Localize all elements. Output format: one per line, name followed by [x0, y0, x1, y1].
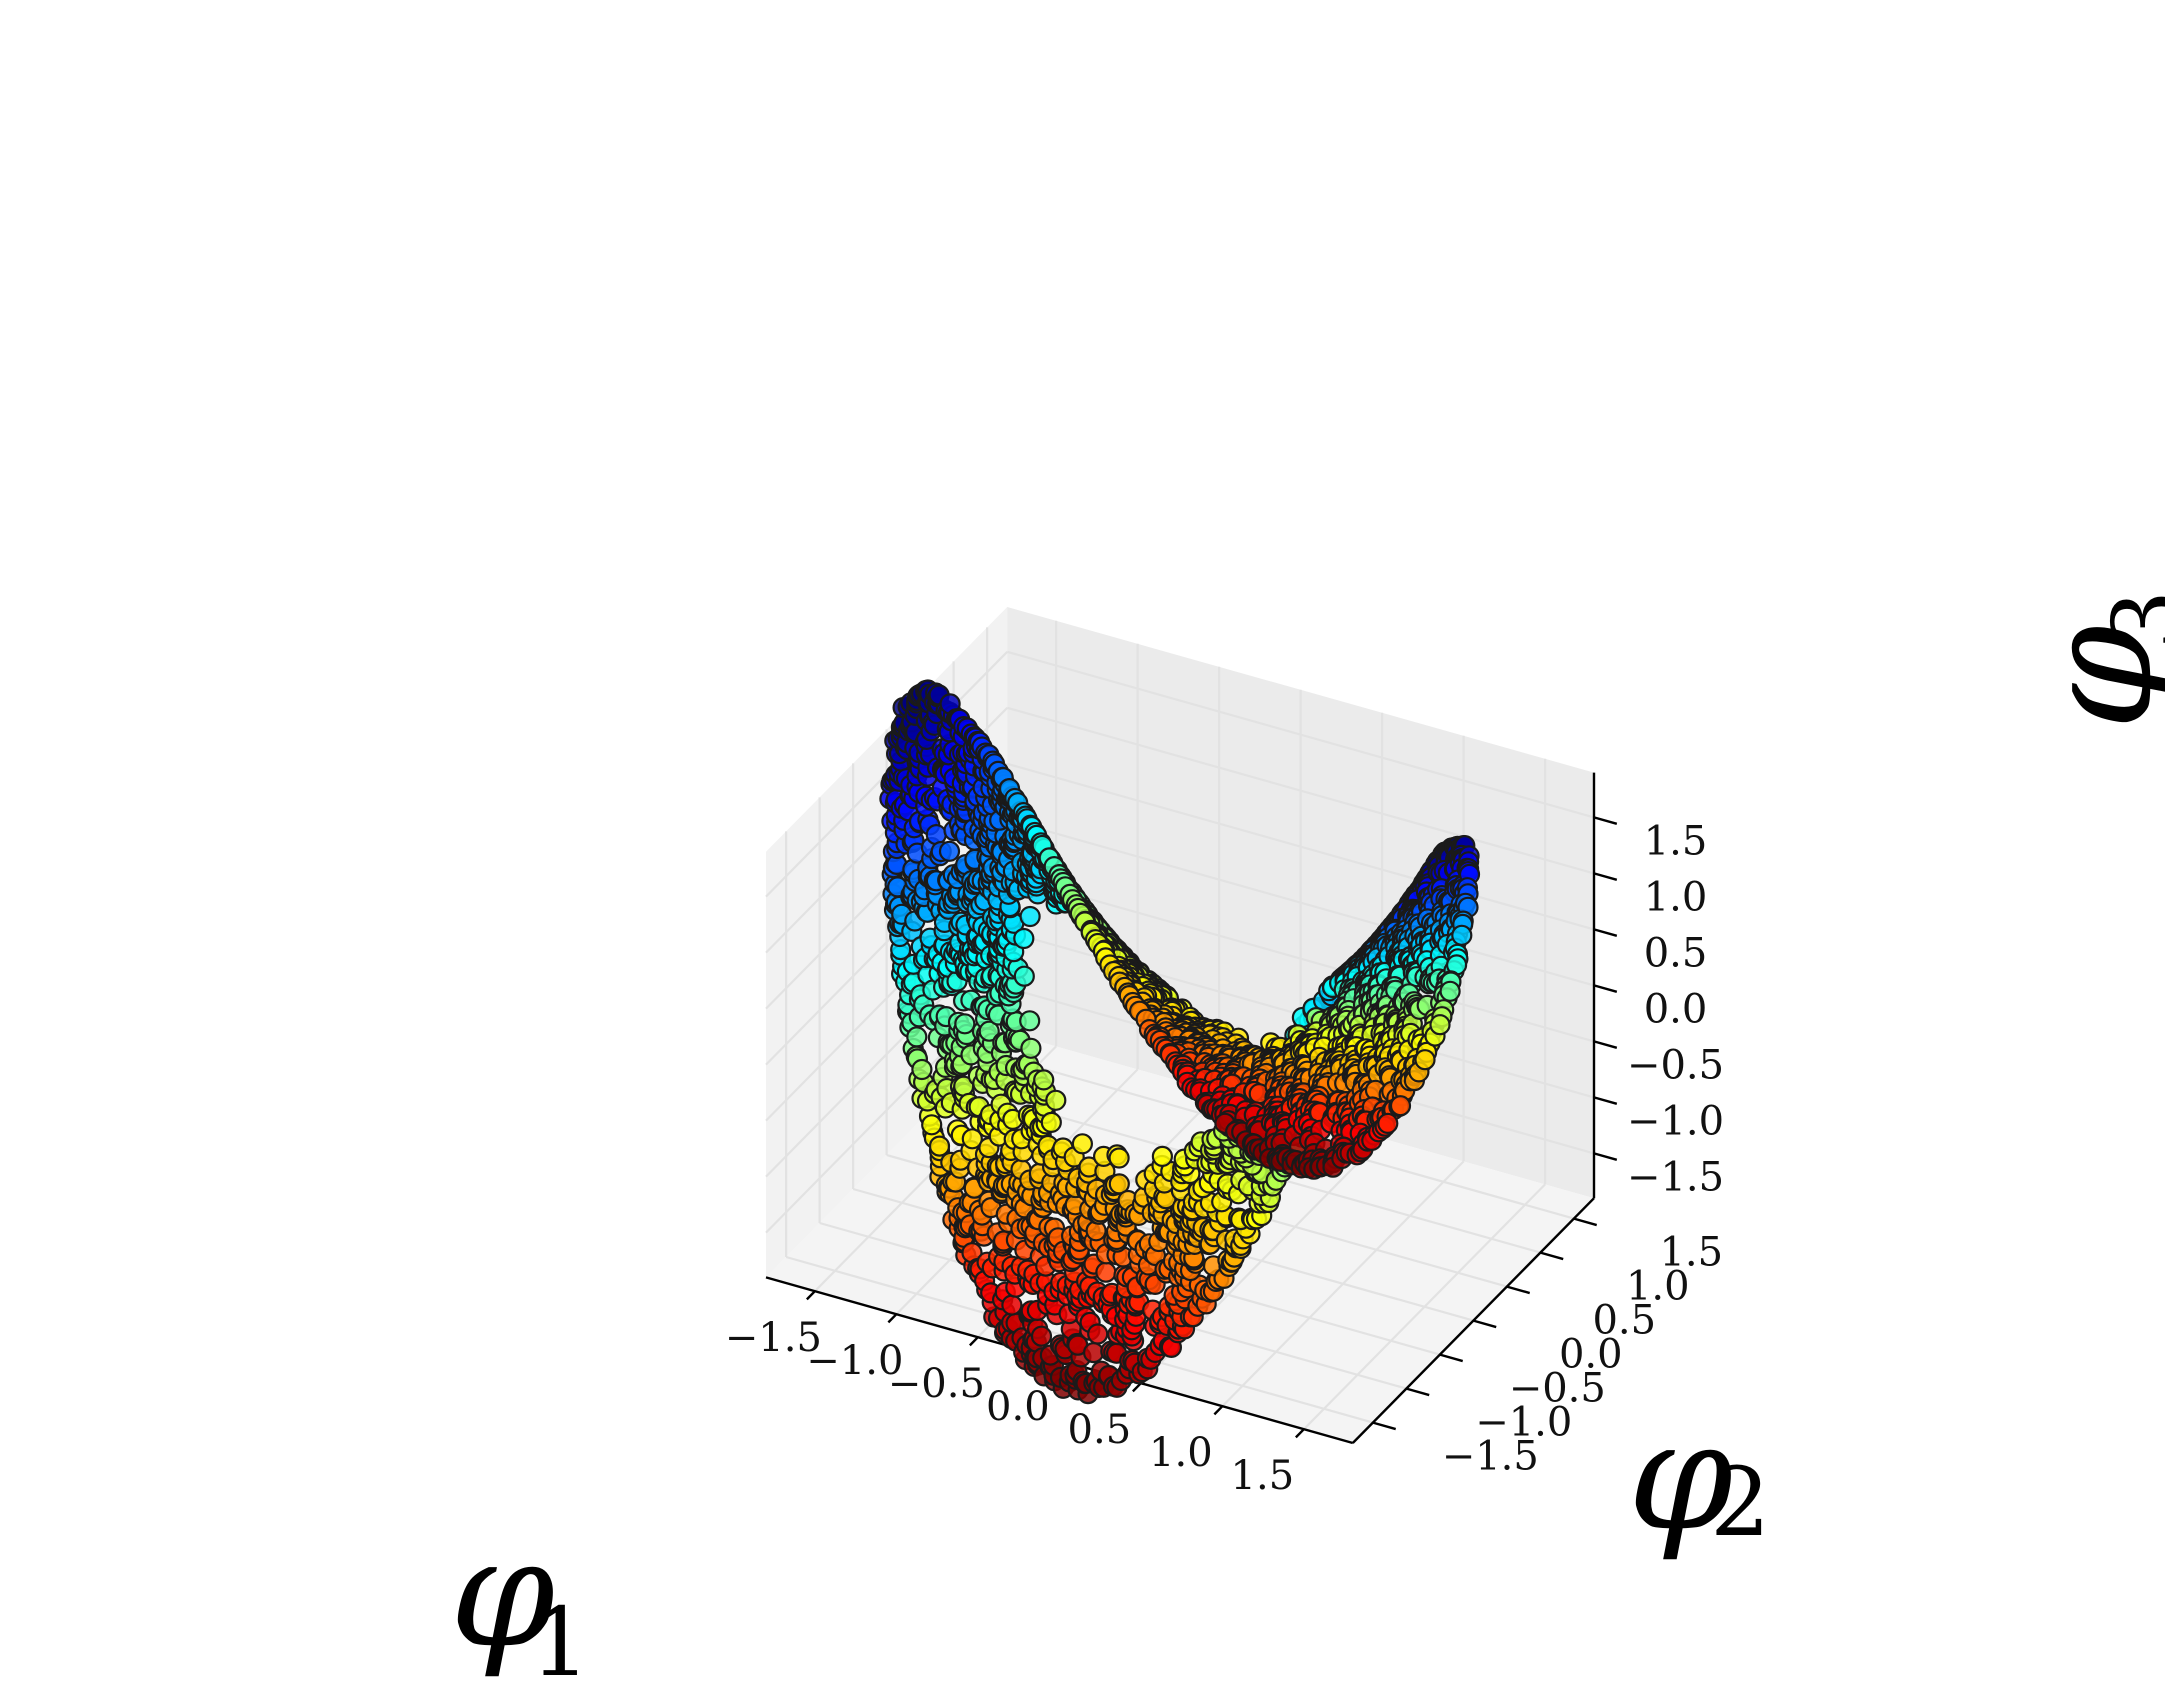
scatter-point [1082, 1341, 1105, 1364]
x-tick-label: 0.5 [1068, 1407, 1132, 1453]
grid-back-y-z [1006, 706, 1595, 875]
z-tick-label: 0.0 [1644, 986, 1708, 1032]
y-tick [1439, 1353, 1464, 1363]
y-tick-label: 0.0 [1559, 1332, 1623, 1378]
z-tick [1593, 816, 1618, 825]
scatter-points [879, 679, 1481, 1405]
scatter-point [954, 1013, 976, 1035]
scatter-point [978, 1020, 1000, 1042]
x-tick-label: 0.0 [986, 1384, 1050, 1430]
y-tick-label: 1.5 [1659, 1230, 1723, 1276]
z-tick [1593, 984, 1618, 993]
z-tick [1593, 1040, 1618, 1049]
x-tick [1213, 1405, 1224, 1416]
scatter-point [1389, 1095, 1412, 1117]
y-axis-label: φ [1628, 1390, 1733, 1564]
scatter-point [1439, 980, 1461, 1002]
y-tick-label: 1.0 [1626, 1264, 1690, 1310]
grid-back-y-z [1006, 762, 1595, 931]
grid-back-y-z [1006, 650, 1595, 819]
z-axis-label: φ [2012, 625, 2165, 730]
y-tick [1473, 1319, 1497, 1329]
x-tick [1295, 1428, 1305, 1439]
z-tick-label: −1.5 [1627, 1154, 1724, 1200]
x-axis-label-subscript: 1 [530, 1588, 590, 1684]
scatter-point [1030, 1325, 1053, 1347]
y-tick-label: −0.5 [1509, 1366, 1606, 1412]
y-tick-label: −1.5 [1442, 1434, 1539, 1480]
scatter-point [1040, 1111, 1062, 1134]
scatter-point [1429, 1014, 1451, 1036]
z-tick-label: 0.5 [1644, 930, 1708, 976]
scatter-point [1451, 924, 1473, 946]
x-tick-label: 1.5 [1231, 1453, 1295, 1499]
scatter-point [1013, 927, 1035, 950]
y-tick [1573, 1217, 1598, 1227]
z-tick-label: −0.5 [1627, 1042, 1724, 1088]
x-axis-label: φ [450, 1507, 555, 1681]
scatter-point [1071, 1133, 1094, 1155]
z-axis-label-subscript: 3 [2093, 590, 2165, 650]
scatter-point [1108, 1173, 1130, 1195]
z-tick [1593, 928, 1618, 937]
scatter-point [1108, 1147, 1130, 1169]
scatter-point [1019, 1010, 1041, 1032]
z-tick [1593, 1096, 1618, 1105]
x-tick-label: 1.0 [1149, 1430, 1213, 1476]
scatter-point [1151, 1145, 1174, 1168]
z-tick-label: −1.0 [1627, 1098, 1724, 1144]
scatter-point [1033, 1069, 1055, 1091]
scatter-point [1095, 1261, 1117, 1283]
y-tick [1506, 1285, 1531, 1295]
x-tick [969, 1336, 979, 1347]
scatter-point [921, 1114, 943, 1136]
scatter-point [1045, 1089, 1067, 1111]
y-tick-label: −1.0 [1475, 1400, 1572, 1446]
scatter-point [1013, 965, 1035, 987]
scatter-point [1019, 905, 1041, 928]
axis-labels: φ 1 φ 2 φ 3 [450, 590, 2165, 1684]
z-tick-label: 1.5 [1644, 818, 1708, 864]
x-tick [1132, 1382, 1142, 1393]
x-tick-label: −0.5 [888, 1361, 985, 1407]
z-tick-label: 1.0 [1644, 874, 1708, 920]
scatter-point [1020, 1037, 1042, 1059]
x-tick [887, 1313, 898, 1324]
scatter-point [938, 840, 961, 862]
y-tick [1540, 1251, 1564, 1261]
scatter-point [961, 1128, 983, 1150]
scatter-point [906, 1026, 928, 1048]
scatter-point [1414, 1049, 1436, 1071]
grid-floor-x [1303, 1183, 1546, 1430]
scatter-point [928, 1135, 951, 1157]
y-tick [1372, 1421, 1397, 1431]
x-tick [806, 1290, 816, 1301]
grid-floor-x [1221, 1160, 1465, 1407]
y-axis-label-subscript: 2 [1710, 1448, 1770, 1558]
axes: −1.5−1.5−1.5−1.0−1.0−1.0−0.5 −0.5−0.50.00… [725, 772, 1724, 1499]
scatter-point [1377, 1112, 1399, 1135]
scatter-point [911, 1058, 933, 1081]
x-tick-label: −1.0 [806, 1338, 903, 1384]
scatter-point [1087, 1323, 1109, 1345]
z-tick [1593, 872, 1618, 881]
x-tick-label: −1.5 [725, 1315, 822, 1361]
y-tick-label: 0.5 [1592, 1298, 1656, 1344]
z-tick [1593, 1152, 1618, 1161]
y-tick [1406, 1387, 1430, 1397]
